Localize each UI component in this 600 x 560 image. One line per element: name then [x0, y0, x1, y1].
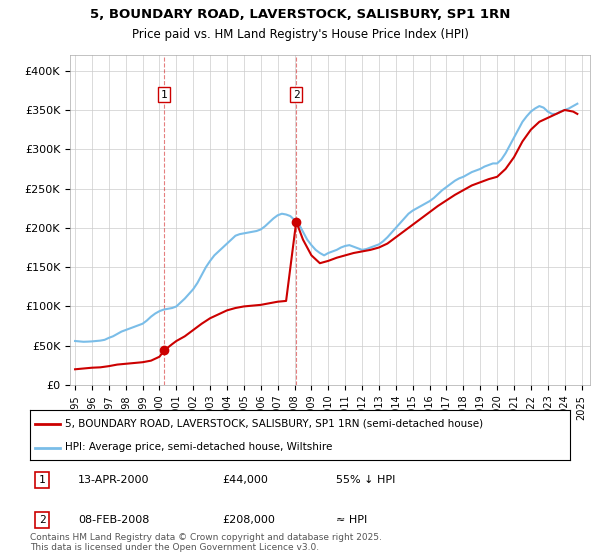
Text: 1: 1 [38, 475, 46, 485]
Text: 13-APR-2000: 13-APR-2000 [78, 475, 149, 485]
Text: HPI: Average price, semi-detached house, Wiltshire: HPI: Average price, semi-detached house,… [65, 442, 332, 452]
Text: ≈ HPI: ≈ HPI [336, 515, 367, 525]
Text: Price paid vs. HM Land Registry's House Price Index (HPI): Price paid vs. HM Land Registry's House … [131, 28, 469, 41]
Text: 5, BOUNDARY ROAD, LAVERSTOCK, SALISBURY, SP1 1RN: 5, BOUNDARY ROAD, LAVERSTOCK, SALISBURY,… [90, 8, 510, 21]
Text: 08-FEB-2008: 08-FEB-2008 [78, 515, 149, 525]
Text: Contains HM Land Registry data © Crown copyright and database right 2025.
This d: Contains HM Land Registry data © Crown c… [30, 533, 382, 552]
Text: £44,000: £44,000 [222, 475, 268, 485]
Text: 55% ↓ HPI: 55% ↓ HPI [336, 475, 395, 485]
Text: 5, BOUNDARY ROAD, LAVERSTOCK, SALISBURY, SP1 1RN (semi-detached house): 5, BOUNDARY ROAD, LAVERSTOCK, SALISBURY,… [65, 419, 483, 429]
Text: 1: 1 [161, 90, 167, 100]
Text: 2: 2 [38, 515, 46, 525]
Text: £208,000: £208,000 [222, 515, 275, 525]
Text: 2: 2 [293, 90, 299, 100]
